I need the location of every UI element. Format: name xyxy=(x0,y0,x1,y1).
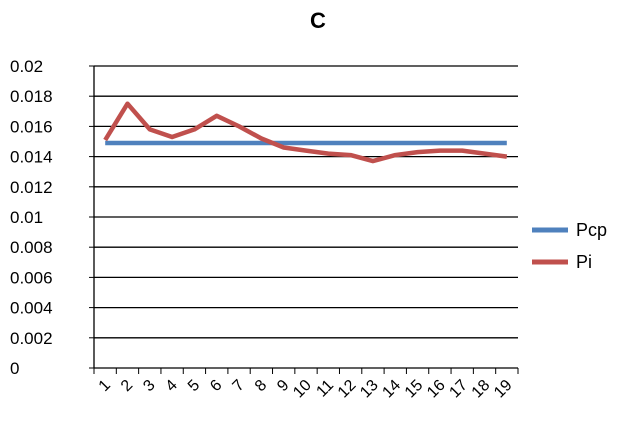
y-tick-label: 0.016 xyxy=(10,117,53,136)
x-tick-label: 4 xyxy=(163,377,181,395)
y-axis-ticks: 0 0.002 0.004 0.006 0.008 0.01 0.012 0.014 0.016… xyxy=(10,57,94,378)
y-tick-label: 0.008 xyxy=(10,238,53,257)
x-tick-label: 19 xyxy=(491,377,516,402)
x-tick-label: 13 xyxy=(357,377,382,402)
legend-label-pcp: Pcp xyxy=(576,220,607,240)
y-tick-label: 0.004 xyxy=(10,299,53,318)
x-tick-label: 5 xyxy=(185,377,203,395)
x-tick-label: 15 xyxy=(402,377,427,402)
x-tick-label: 7 xyxy=(230,377,248,395)
x-tick-label: 3 xyxy=(140,377,158,395)
x-tick-label: 16 xyxy=(424,377,449,402)
x-tick-label: 10 xyxy=(290,377,315,402)
y-tick-label: 0.02 xyxy=(10,57,43,76)
x-tick-label: 9 xyxy=(274,377,292,395)
y-tick-label: 0.006 xyxy=(10,268,53,287)
x-tick-label: 2 xyxy=(118,377,136,395)
x-tick-label: 8 xyxy=(252,377,270,395)
x-tick-label: 14 xyxy=(379,377,404,402)
y-tick-label: 0.014 xyxy=(10,148,53,167)
series-lines xyxy=(103,101,508,164)
x-tick-label: 12 xyxy=(335,377,360,402)
x-tick-label: 17 xyxy=(446,377,471,402)
y-tick-label: 0.01 xyxy=(10,208,43,227)
gridlines xyxy=(94,65,518,339)
chart-title: C xyxy=(310,8,326,33)
series-line-pi xyxy=(103,101,508,164)
y-tick-label: 0.002 xyxy=(10,329,53,348)
y-tick-label: 0 xyxy=(10,359,19,378)
x-tick-label: 11 xyxy=(313,377,337,401)
y-tick-label: 0.018 xyxy=(10,87,53,106)
x-tick-label: 18 xyxy=(469,377,494,402)
legend-label-pi: Pi xyxy=(576,252,592,272)
x-tick-label: 1 xyxy=(96,377,114,395)
legend: Pcp Pi xyxy=(532,220,607,272)
x-tick-label: 6 xyxy=(207,377,225,395)
y-tick-label: 0.012 xyxy=(10,178,53,197)
